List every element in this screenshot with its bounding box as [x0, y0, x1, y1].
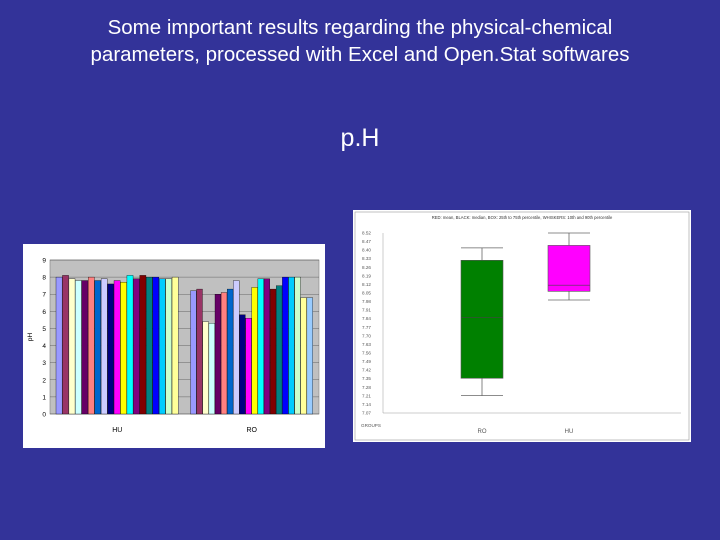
bar: [133, 278, 140, 415]
box-x-category-label: HU: [565, 429, 574, 435]
bar: [152, 276, 160, 415]
bar: [120, 282, 127, 415]
bar-y-tick-label: 7: [42, 292, 46, 299]
box-y-tick-label: 8.26: [362, 265, 371, 270]
bar: [62, 275, 69, 415]
box-y-tick-label: 7.56: [362, 351, 371, 356]
box-y-tick-label: 8.40: [362, 248, 371, 253]
slide-title: Some important results regarding the phy…: [0, 14, 720, 68]
slide-title-line-1: Some important results regarding the phy…: [107, 16, 613, 39]
slide-title-line-2: parameters, processed with Excel and Ope…: [90, 43, 630, 66]
bar-y-tick-label: 9: [42, 258, 46, 265]
box-y-tick-label: 8.19: [362, 273, 371, 278]
bar: [282, 276, 289, 415]
box-y-tick-label: 7.35: [362, 376, 371, 381]
bar: [208, 323, 215, 415]
bar-chart: 0 1 2 3 4 5 6 7 8 9 pH HU RO: [27, 258, 320, 434]
bar: [139, 275, 147, 415]
bar: [227, 288, 234, 415]
bar: [146, 276, 153, 415]
bar-y-tick-label: 2: [42, 377, 46, 384]
bar-y-tick-label: 3: [42, 360, 46, 367]
box-y-tick-label: 7.14: [362, 402, 371, 407]
bar: [100, 278, 108, 415]
box: [547, 245, 591, 292]
box-y-tick-label: 8.12: [362, 282, 371, 287]
box-y-tick-label: 7.70: [362, 333, 371, 338]
box-plot-panel: RED: mean, BLACK: median, BOX: 25th to 7…: [353, 210, 691, 442]
bar: [94, 280, 102, 415]
bar: [165, 278, 172, 415]
bar: [306, 297, 313, 415]
box: [460, 260, 504, 379]
bar: [245, 318, 252, 415]
bar-chart-panel: 0 1 2 3 4 5 6 7 8 9 pH HU RO: [23, 244, 325, 448]
bar: [126, 275, 134, 415]
box-x-axis-label: GROUPS: [361, 423, 381, 428]
bar: [251, 287, 258, 415]
box-y-tick-label: 7.28: [362, 385, 371, 390]
bar: [239, 314, 246, 415]
bar: [81, 280, 89, 415]
bar-y-tick-label: 4: [42, 343, 46, 350]
box-y-tick-label: 7.49: [362, 359, 371, 364]
bar: [202, 321, 209, 415]
box-y-tick-label: 7.42: [362, 368, 371, 373]
box-plot-title: RED: mean, BLACK: median, BOX: 25th to 7…: [432, 215, 613, 220]
bar-y-tick-label: 1: [42, 394, 46, 401]
bar-y-axis-label: pH: [27, 333, 34, 342]
box-y-tick-label: 7.84: [362, 316, 371, 321]
bar: [276, 285, 283, 415]
bar: [190, 290, 197, 415]
box-plot-frame: [354, 211, 690, 441]
bar: [107, 283, 114, 415]
bar-y-tick-label: 8: [42, 275, 46, 282]
box-y-tick-label: 8.47: [362, 239, 371, 244]
box-x-category-label: RO: [478, 429, 487, 435]
bar: [269, 288, 277, 415]
box-y-tick-label: 7.63: [362, 342, 371, 347]
bar: [233, 280, 240, 415]
bar: [55, 276, 63, 415]
bar: [113, 280, 121, 415]
box-plot: RED: mean, BLACK: median, BOX: 25th to 7…: [354, 211, 690, 441]
bar-x-category-label: RO: [247, 427, 258, 434]
bar: [257, 278, 264, 415]
box-y-tick-label: 8.05: [362, 291, 371, 296]
bar-y-tick-label: 5: [42, 326, 46, 333]
box-y-tick-label: 7.77: [362, 325, 371, 330]
box-y-tick-label: 7.07: [362, 411, 371, 416]
bar: [196, 288, 203, 415]
bar: [75, 280, 82, 415]
bar: [263, 278, 270, 415]
box-y-tick-label: 7.98: [362, 299, 371, 304]
bar: [171, 276, 179, 415]
bar-y-tick-label: 0: [42, 412, 46, 419]
bar: [294, 276, 301, 415]
box-y-tick-label: 7.91: [362, 308, 371, 313]
bar-y-tick-label: 6: [42, 309, 46, 316]
box-y-tick-label: 8.33: [362, 256, 371, 261]
slide-subtitle: p.H: [340, 124, 380, 152]
bar: [220, 292, 228, 415]
bar: [158, 278, 166, 415]
bar: [288, 276, 295, 415]
box-y-tick-label: 7.21: [362, 393, 371, 398]
bar: [214, 294, 221, 415]
bar: [88, 276, 95, 415]
bar: [68, 278, 76, 415]
bar-x-category-label: HU: [112, 427, 122, 434]
box-y-tick-label: 8.52: [362, 231, 371, 236]
bar: [300, 297, 307, 415]
